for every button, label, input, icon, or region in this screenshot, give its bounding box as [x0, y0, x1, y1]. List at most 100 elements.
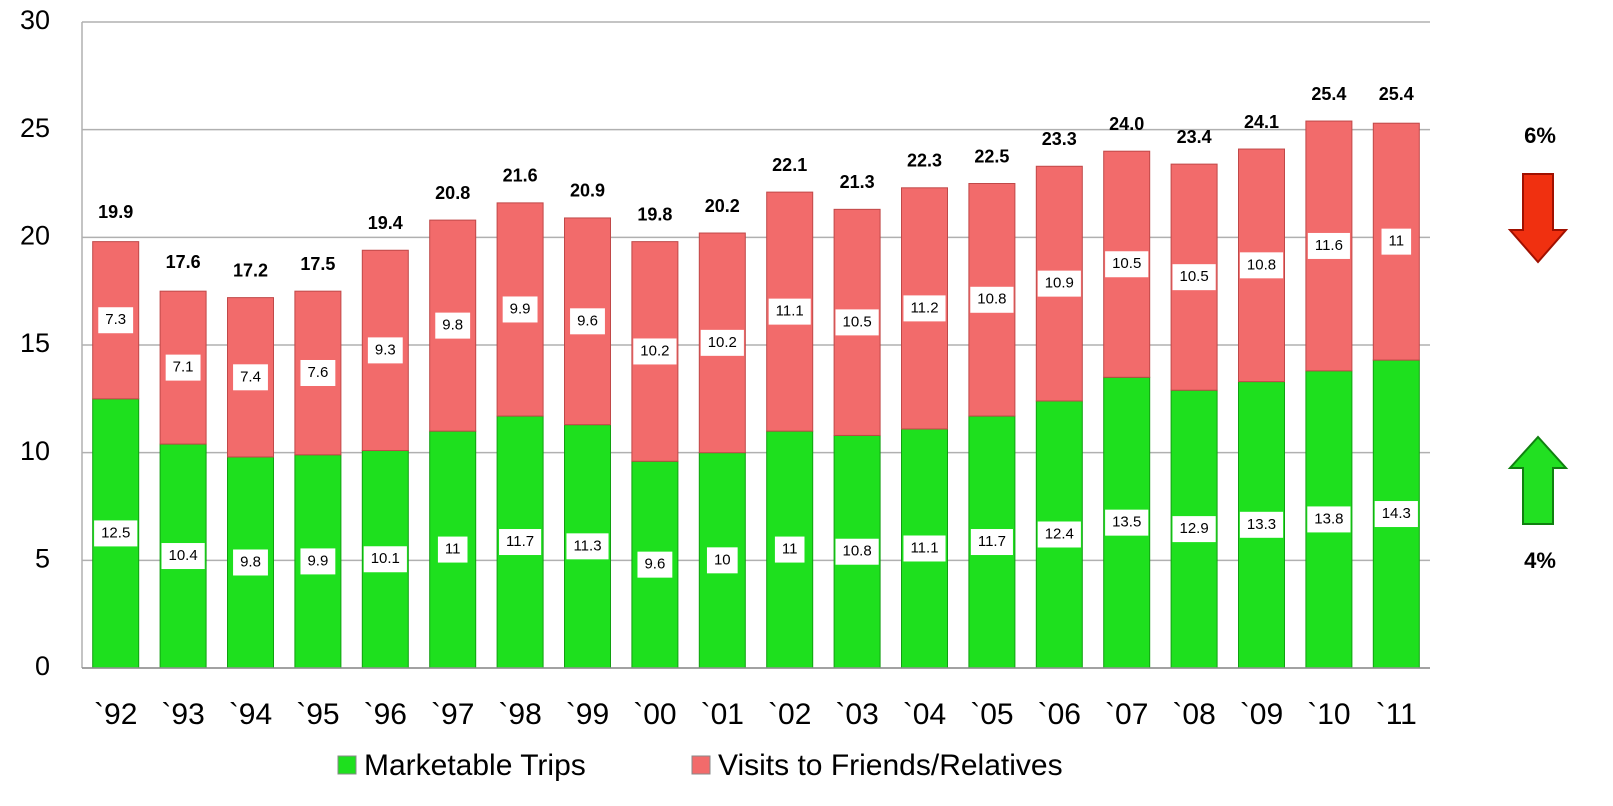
value-label: 10.5 — [1179, 268, 1208, 285]
value-label-box — [835, 538, 879, 565]
value-label-box — [437, 536, 468, 563]
value-label: 11 — [445, 541, 461, 558]
value-label: 7.1 — [173, 359, 194, 376]
value-label-box — [1172, 264, 1216, 291]
value-label-box — [1374, 501, 1418, 528]
value-label: 10.8 — [842, 543, 871, 560]
y-tick-label: 15 — [20, 328, 50, 358]
value-label: 10.8 — [1247, 256, 1276, 273]
value-label: 10.5 — [1112, 255, 1141, 272]
value-label: 10 — [714, 551, 731, 568]
value-label: 12.5 — [101, 524, 130, 541]
value-label: 11.7 — [978, 533, 1006, 550]
y-tick-label: 10 — [20, 436, 50, 466]
value-label-box — [165, 354, 201, 381]
value-label-box — [98, 307, 134, 334]
x-tick-label: `97 — [431, 698, 474, 731]
value-label-box — [1037, 270, 1081, 297]
value-label: 12.4 — [1045, 525, 1074, 542]
y-tick-label: 30 — [20, 5, 50, 35]
value-label-box — [637, 551, 673, 578]
value-label: 11 — [1389, 233, 1405, 250]
value-label: 13.5 — [1112, 514, 1141, 531]
value-label-box — [1239, 252, 1284, 279]
value-label-box — [94, 520, 138, 547]
down-arrow — [1507, 173, 1569, 264]
value-label: 10.2 — [708, 334, 737, 351]
value-label-box — [1105, 509, 1149, 536]
value-label: 9.9 — [510, 300, 531, 317]
total-label: 17.2 — [233, 260, 268, 280]
x-tick-label: `98 — [498, 698, 541, 731]
total-label: 24.1 — [1244, 112, 1279, 132]
value-label: 10.5 — [842, 313, 871, 330]
annotation: 6% — [1524, 123, 1556, 148]
total-label: 21.6 — [503, 166, 538, 186]
legend-swatch — [337, 755, 357, 775]
value-label: 13.3 — [1247, 516, 1276, 533]
x-tick-label: `06 — [1038, 698, 1081, 731]
value-label: 10.1 — [371, 550, 400, 567]
value-label: 10.8 — [977, 291, 1006, 308]
total-label: 23.3 — [1042, 129, 1077, 149]
y-tick-label: 25 — [20, 113, 50, 143]
total-label: 25.4 — [1379, 84, 1414, 104]
value-label-box — [435, 312, 471, 339]
value-label-box — [706, 547, 738, 574]
total-label: 19.9 — [98, 202, 133, 222]
value-label: 11.2 — [910, 299, 938, 316]
value-label: 11.1 — [910, 539, 938, 556]
x-tick-label: `02 — [768, 698, 811, 731]
value-label: 9.6 — [644, 556, 665, 573]
value-label-box — [774, 536, 805, 563]
total-label: 20.2 — [705, 196, 740, 216]
value-label: 11.1 — [776, 303, 804, 320]
legend-label: Visits to Friends/Relatives — [718, 749, 1063, 782]
value-label-box — [1381, 228, 1412, 255]
value-label-box — [1172, 516, 1216, 543]
value-label: 7.4 — [240, 368, 261, 385]
up-arrow — [1507, 435, 1569, 525]
x-tick-label: `05 — [970, 698, 1013, 731]
value-label-box — [570, 308, 605, 335]
value-label-box — [367, 337, 403, 364]
value-label-box — [903, 295, 946, 322]
total-label: 20.8 — [435, 183, 470, 203]
total-label: 22.1 — [772, 155, 807, 175]
total-label: 21.3 — [840, 172, 875, 192]
x-tick-label: `07 — [1105, 698, 1148, 731]
total-label: 19.8 — [637, 204, 672, 224]
total-label: 17.5 — [300, 254, 335, 274]
total-label: 23.4 — [1177, 127, 1212, 147]
value-label: 9.6 — [577, 312, 598, 329]
x-tick-label: `01 — [701, 698, 744, 731]
x-tick-label: `99 — [566, 698, 609, 731]
value-label-box — [161, 543, 205, 570]
value-label: 11.7 — [506, 533, 534, 550]
x-tick-label: `10 — [1307, 698, 1350, 731]
value-label-box — [768, 298, 811, 325]
value-label-box — [903, 535, 946, 562]
x-tick-label: `00 — [633, 698, 676, 731]
value-label: 10.2 — [640, 342, 669, 359]
value-label-box — [1307, 506, 1351, 533]
value-label: 9.8 — [240, 553, 261, 570]
value-label: 11.3 — [573, 537, 601, 554]
total-label: 24.0 — [1109, 114, 1144, 134]
value-label: 14.3 — [1382, 505, 1411, 522]
y-tick-label: 5 — [35, 543, 50, 573]
value-label-box — [1037, 521, 1081, 548]
total-label: 20.9 — [570, 181, 605, 201]
value-label-box — [633, 338, 677, 365]
x-tick-label: `08 — [1172, 698, 1215, 731]
value-label-box — [233, 549, 268, 576]
value-label: 7.6 — [307, 364, 328, 381]
value-label: 9.8 — [442, 317, 463, 334]
value-label-box — [499, 529, 542, 556]
x-tick-label: `95 — [296, 698, 339, 731]
x-tick-label: `94 — [229, 698, 272, 731]
total-label: 19.4 — [368, 213, 403, 233]
value-label-box — [970, 286, 1014, 313]
total-label: 22.5 — [974, 146, 1009, 166]
